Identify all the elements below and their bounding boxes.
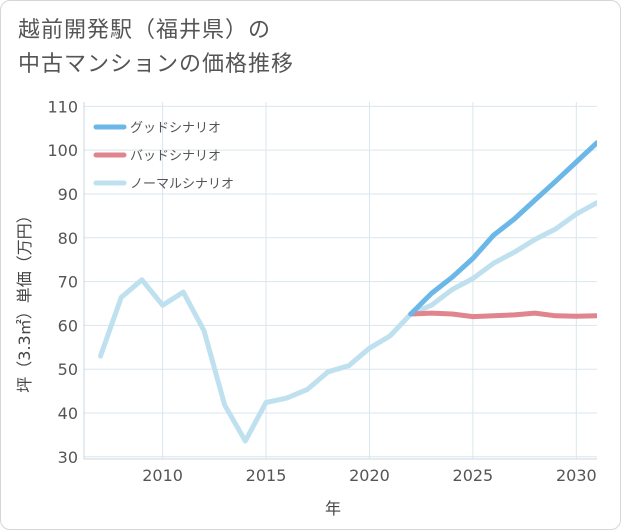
series-line-normal xyxy=(98,200,597,444)
x-tick-2025: 2025 xyxy=(453,466,494,485)
y-tick-30: 30 xyxy=(58,448,78,467)
y-tick-60: 60 xyxy=(58,316,78,335)
chart-title: 越前開発駅（福井県）の 中古マンションの価格推移 xyxy=(18,14,294,82)
x-tick-2015: 2015 xyxy=(246,466,287,485)
x-tick-2010: 2010 xyxy=(142,466,183,485)
y-tick-50: 50 xyxy=(58,360,78,379)
y-tick-labels: 30 40 50 60 70 80 90 100 110 xyxy=(47,97,78,466)
legend-label-normal: ノーマルシナリオ xyxy=(130,177,234,192)
x-axis-label: 年 xyxy=(325,499,341,518)
y-tick-100: 100 xyxy=(47,141,78,160)
chart-title-line-2: 中古マンションの価格推移 xyxy=(18,52,295,77)
x-tick-2030: 2030 xyxy=(556,466,597,485)
y-tick-80: 80 xyxy=(58,229,78,248)
y-axis-label: 坪（3.3㎡）単価（万円） xyxy=(15,207,34,392)
x-tick-labels: 2010 2015 2020 2025 2030 xyxy=(142,466,596,485)
legend-label-bad: バッドシナリオ xyxy=(130,149,221,164)
y-tick-70: 70 xyxy=(58,273,78,292)
legend-label-good: グッドシナリオ xyxy=(130,121,221,136)
y-tick-40: 40 xyxy=(58,404,78,423)
series-lines xyxy=(98,140,597,444)
y-tick-90: 90 xyxy=(58,185,78,204)
series-line-good xyxy=(408,140,597,317)
series-line-bad xyxy=(408,310,597,320)
y-tick-110: 110 xyxy=(47,97,78,116)
plot-area xyxy=(84,102,597,459)
grid-lines xyxy=(83,102,597,460)
chart-title-line-1: 越前開発駅（福井県）の xyxy=(18,18,272,43)
x-tick-2020: 2020 xyxy=(349,466,390,485)
